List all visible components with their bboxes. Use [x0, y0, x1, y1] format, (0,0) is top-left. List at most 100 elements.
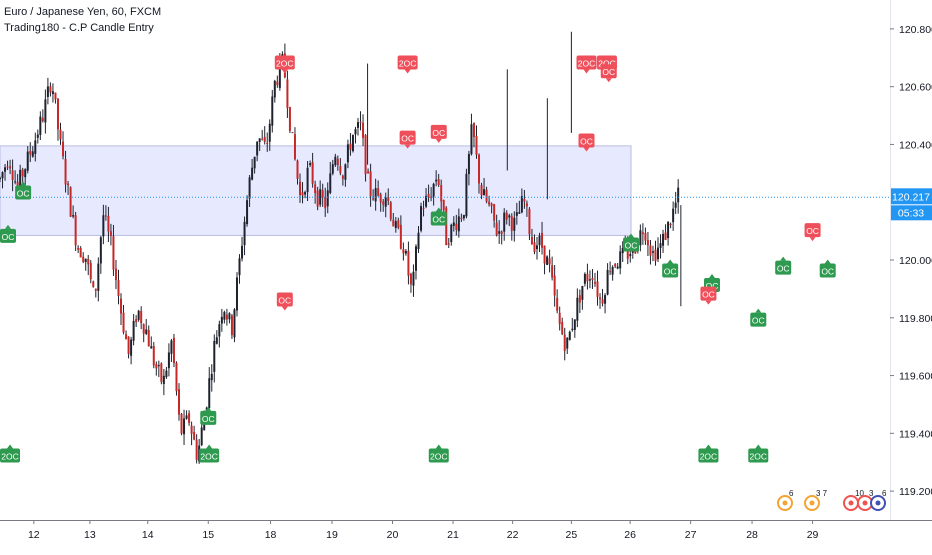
candle-body [56, 98, 59, 130]
candle-body [172, 337, 175, 364]
candle-body [256, 141, 259, 156]
event-dot [809, 500, 815, 506]
candle-body [568, 331, 571, 340]
candle-body [291, 132, 294, 134]
candle-body [263, 136, 266, 142]
signal-badge-label: OC [432, 215, 445, 225]
signal-badge-pointer [281, 306, 288, 311]
candle-body [67, 183, 70, 186]
signal-badge-pointer [435, 207, 442, 212]
signal-badge-label: OC [278, 295, 291, 305]
price-scale [890, 0, 932, 550]
candle-body [208, 378, 211, 408]
candle-body [137, 310, 140, 320]
candle-body [16, 181, 19, 186]
candle-body [619, 251, 622, 269]
event-count: 3 [869, 489, 874, 498]
candle-body [64, 159, 67, 185]
candle-body [442, 199, 445, 211]
signal-badge-pointer [404, 69, 411, 74]
bearish-signal-badge: OC [399, 130, 416, 149]
signal-badge-box [428, 448, 449, 463]
candle-body [654, 249, 657, 261]
candle-body [384, 197, 387, 207]
candle-body [309, 163, 312, 166]
price-tick-label: 119.400 [899, 428, 932, 440]
candle-body [326, 190, 329, 207]
candle-body [89, 263, 92, 280]
bearish-signal-badge: 2OC [397, 55, 418, 74]
price-tick-label: 119.600 [899, 371, 932, 383]
candle-body [425, 195, 428, 207]
signal-badge-box [819, 263, 836, 278]
signal-badge-pointer [435, 444, 442, 449]
current-price-label: 120.217 [892, 191, 930, 203]
candle-body [276, 81, 279, 86]
price-tick-label: 120.400 [899, 139, 932, 151]
bullish-signal-badge: 2OC [698, 444, 719, 463]
candle-body [566, 337, 569, 349]
candle-body [321, 190, 324, 198]
signal-badge-box [775, 260, 792, 275]
candle-body [188, 413, 191, 424]
candle-body [228, 313, 231, 320]
bullish-signal-badge: OC [200, 406, 217, 425]
event-count: 3 7 [816, 489, 828, 498]
candle-body [266, 142, 269, 144]
signal-badge-box [576, 55, 597, 70]
candle-body [513, 217, 516, 231]
candle-body [475, 136, 478, 155]
bullish-signal-badge: OC [819, 259, 836, 278]
candle-body [341, 175, 344, 179]
signal-badge-pointer [755, 308, 762, 313]
indicator-title[interactable]: Trading180 - C.P Candle Entry [4, 22, 154, 34]
signal-badge-box [399, 130, 416, 145]
signal-badge-pointer [20, 181, 27, 186]
candle-body [120, 298, 123, 314]
candle-body [548, 258, 551, 265]
candle-body [233, 309, 236, 338]
event-count: 10 [855, 489, 864, 498]
candle-body [553, 275, 556, 296]
candle-body [296, 160, 299, 179]
event-dot [862, 500, 868, 506]
event-count: 6 [882, 489, 887, 498]
candle-body [573, 319, 576, 330]
candle-body [430, 196, 433, 198]
candle-body [238, 258, 241, 276]
candle-body [520, 196, 523, 213]
candle-body [359, 121, 362, 123]
candle-body [551, 265, 554, 278]
candle-body [621, 248, 624, 254]
candle-body [183, 418, 186, 435]
candle-body [394, 221, 397, 228]
signal-badge-box [750, 312, 767, 327]
candle-body [235, 277, 238, 311]
candle-body [593, 282, 596, 284]
candle-body [447, 243, 450, 245]
signal-badge-label: 2OC [578, 59, 595, 69]
signal-badge-label: OC [2, 232, 15, 242]
candle-body [420, 206, 423, 231]
event-dot [782, 500, 788, 506]
candle-body [508, 215, 511, 218]
candle-body [556, 297, 559, 311]
time-tick-label: 14 [142, 529, 154, 541]
candle-body [674, 202, 677, 208]
time-tick-label: 12 [28, 529, 40, 541]
countdown-box [891, 205, 932, 221]
signal-badge-box [200, 410, 217, 425]
candle-body [14, 181, 17, 183]
candle-body [107, 215, 110, 232]
signal-badge-label: 2OC [750, 451, 767, 461]
candle-body [177, 389, 180, 415]
candle-body [478, 154, 481, 184]
signal-badge-pointer [605, 78, 612, 83]
candle-body [39, 116, 42, 135]
candle-body [626, 247, 629, 259]
candle-body [599, 297, 602, 300]
symbol-title[interactable]: Euro / Japanese Yen, 60, FXCM [4, 6, 162, 18]
candle-body [72, 215, 75, 217]
